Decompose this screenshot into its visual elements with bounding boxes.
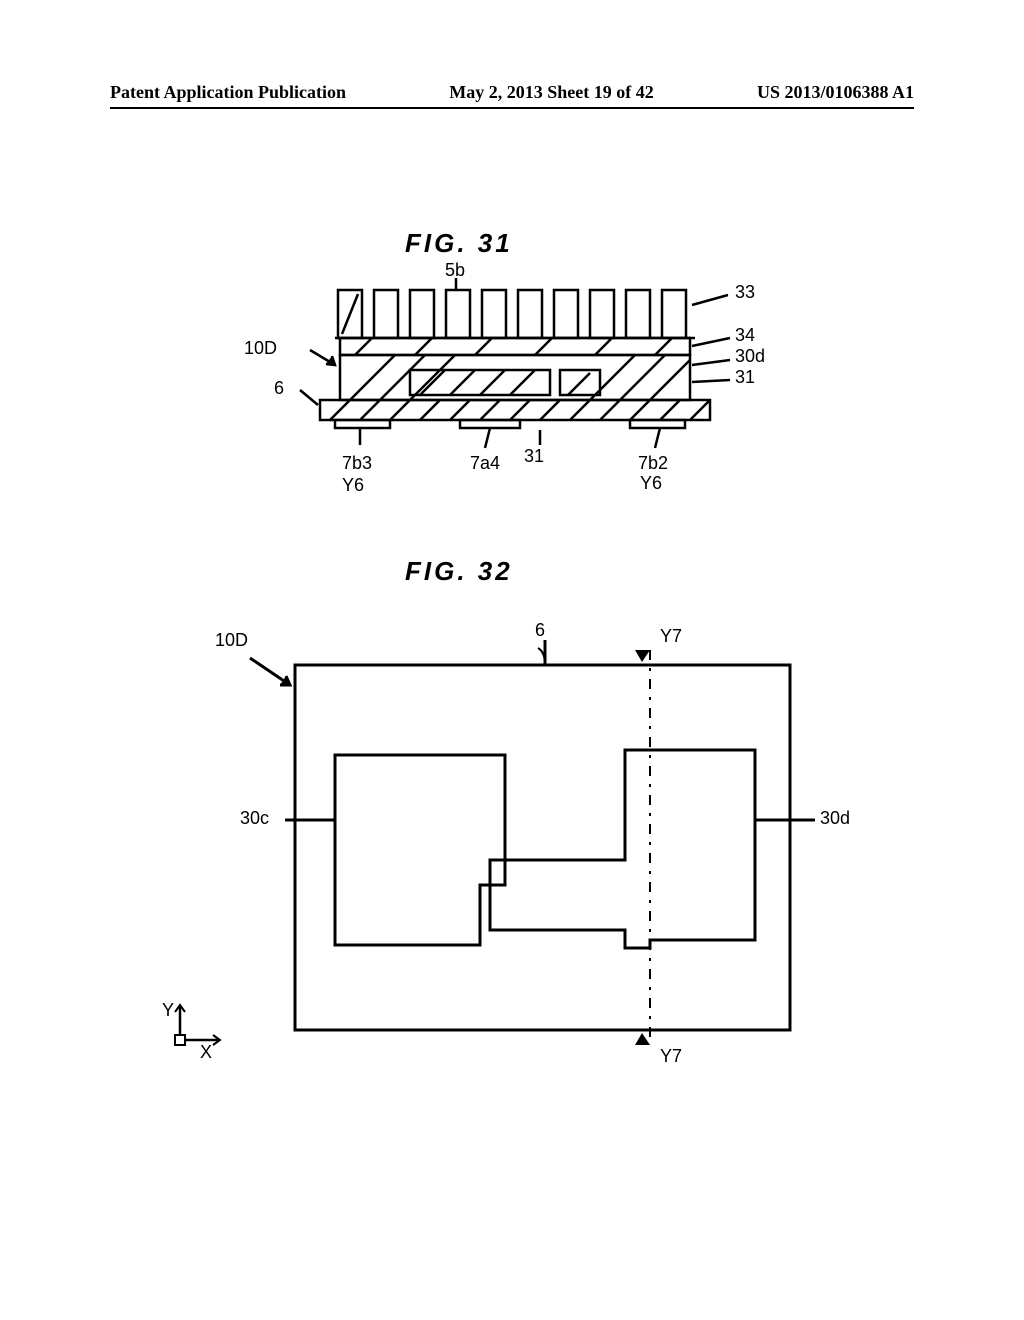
fig32-label-Y7b: Y7 <box>660 1046 682 1067</box>
fig31-label-7b3: 7b3 <box>342 453 372 474</box>
fig32-label-Y: Y <box>162 1000 174 1021</box>
fig31-label-34: 34 <box>735 325 755 346</box>
header-center: May 2, 2013 Sheet 19 of 42 <box>449 82 653 103</box>
fig31-label-7a4: 7a4 <box>470 453 500 474</box>
fig32-title: FIG. 32 <box>405 556 513 587</box>
fig31-label-10D: 10D <box>244 338 277 359</box>
header-right: US 2013/0106388 A1 <box>757 82 914 103</box>
page: Patent Application Publication May 2, 20… <box>0 0 1024 1320</box>
fig32-label-6: 6 <box>535 620 545 641</box>
fig31-label-6: 6 <box>274 378 284 399</box>
fig31-label-30d: 30d <box>735 346 765 367</box>
fig31-label-7b2: 7b2 <box>638 453 668 474</box>
fig31-label-33: 33 <box>735 282 755 303</box>
fig32-label-X: X <box>200 1042 212 1063</box>
fig31-title: FIG. 31 <box>405 228 513 259</box>
fig31-label-31b: 31 <box>524 446 544 467</box>
fig32-label-10D: 10D <box>215 630 248 651</box>
fig32-label-30d: 30d <box>820 808 850 829</box>
fig31-drawing <box>260 260 790 520</box>
fig32-label-30c: 30c <box>240 808 269 829</box>
header-left: Patent Application Publication <box>110 82 346 103</box>
page-header: Patent Application Publication May 2, 20… <box>110 82 914 109</box>
fig32-drawing <box>150 610 890 1070</box>
fig32-label-Y7a: Y7 <box>660 626 682 647</box>
fig31-label-Y6a: Y6 <box>342 475 364 496</box>
fig31-label-31a: 31 <box>735 367 755 388</box>
fig31-label-5b: 5b <box>445 260 465 281</box>
fig31-label-Y6b: Y6 <box>640 473 662 494</box>
